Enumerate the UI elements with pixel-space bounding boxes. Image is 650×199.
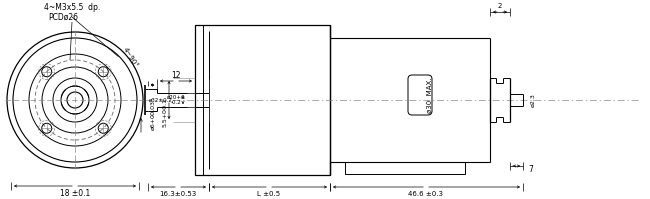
Bar (345, 162, 465, 174)
Text: ø20+0
-0.2: ø20+0 -0.2 (166, 95, 185, 105)
Text: -0.1: -0.1 (162, 98, 168, 110)
Text: 18 ±0.1: 18 ±0.1 (60, 188, 90, 197)
Text: 46.6 ±0.3: 46.6 ±0.3 (408, 191, 443, 197)
Text: ø30  MAX.: ø30 MAX. (427, 77, 433, 113)
Text: L ±0.5: L ±0.5 (257, 191, 281, 197)
Text: 4~M3x5.5  dp.: 4~M3x5.5 dp. (44, 4, 100, 13)
Bar (195, 25, 330, 175)
Text: -0.03: -0.03 (151, 100, 155, 116)
Text: 5.5+0: 5.5+0 (162, 109, 168, 127)
Text: 16.3±0.53: 16.3±0.53 (159, 191, 196, 197)
Text: 4~90°: 4~90° (122, 47, 138, 69)
Text: PCDø26: PCDø26 (48, 13, 78, 21)
Text: ø32±0.2: ø32±0.2 (149, 98, 173, 102)
Text: 12: 12 (171, 70, 181, 79)
Text: 7: 7 (528, 166, 534, 175)
Text: ø6+0: ø6+0 (151, 114, 155, 130)
Text: ø2.3: ø2.3 (530, 93, 536, 107)
Text: 2: 2 (498, 3, 502, 9)
